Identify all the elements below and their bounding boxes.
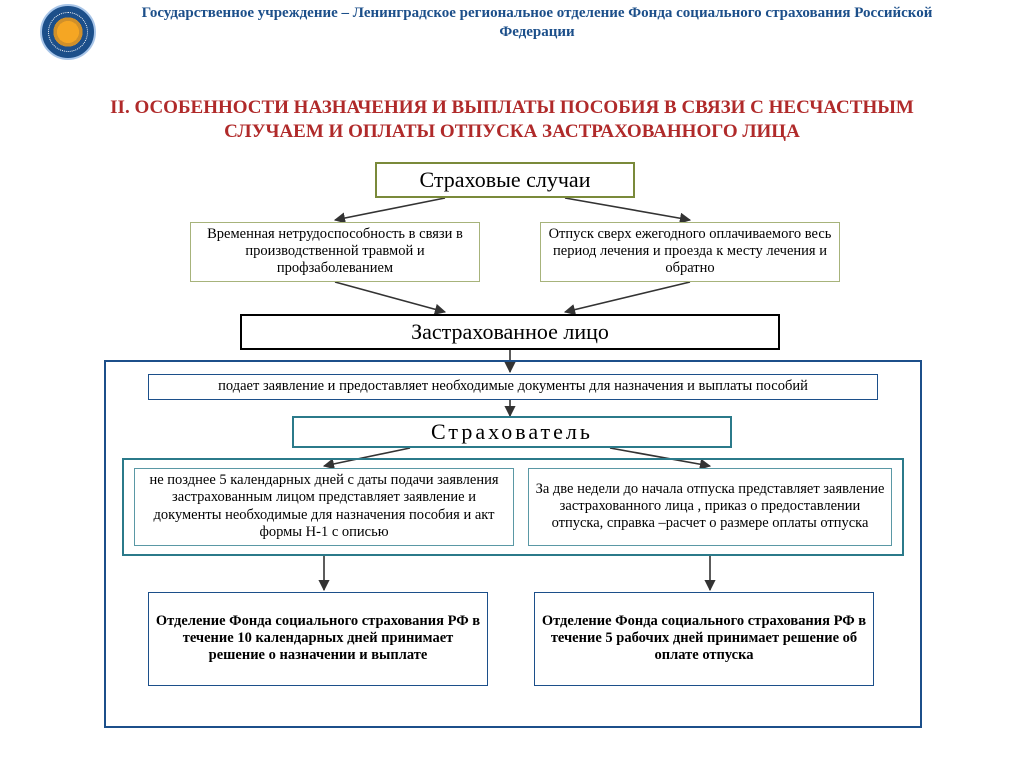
fss-logo-icon: [40, 4, 96, 60]
box-insured-action: подает заявление и предоставляет необход…: [148, 374, 878, 400]
box-decision-right: Отделение Фонда социального страхования …: [534, 592, 874, 686]
box-cases-title: Страховые случаи: [375, 162, 635, 198]
box-insured-title: Застрахованное лицо: [240, 314, 780, 350]
box-decision-left: Отделение Фонда социального страхования …: [148, 592, 488, 686]
box-insurer-right: За две недели до начала отпуска представ…: [528, 468, 892, 546]
org-title: Государственное учреждение – Ленинградск…: [110, 4, 1004, 42]
box-case-left: Временная нетрудоспособность в связи в п…: [190, 222, 480, 282]
box-insurer-title: Страхователь: [292, 416, 732, 448]
header: Государственное учреждение – Ленинградск…: [0, 0, 1024, 60]
main-title: II. ОСОБЕННОСТИ НАЗНАЧЕНИЯ И ВЫПЛАТЫ ПОС…: [80, 96, 944, 144]
box-insurer-left: не позднее 5 календарных дней с даты под…: [134, 468, 514, 546]
box-case-right: Отпуск сверх ежегодного оплачиваемого ве…: [540, 222, 840, 282]
